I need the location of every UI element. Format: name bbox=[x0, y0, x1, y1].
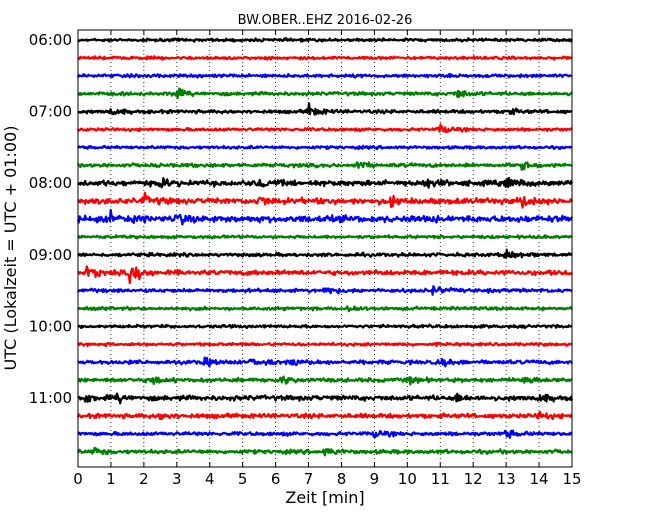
trace-1015 bbox=[77, 341, 573, 348]
x-tick-label: 0 bbox=[73, 470, 83, 488]
x-tick-label: 11 bbox=[431, 470, 450, 488]
trace-0645 bbox=[77, 87, 573, 100]
trace-0715 bbox=[77, 123, 573, 134]
x-tick-label: 15 bbox=[562, 470, 581, 488]
trace-1000 bbox=[77, 323, 573, 330]
trace-0845 bbox=[77, 234, 573, 240]
y-tick-label: 07:00 bbox=[29, 103, 72, 121]
plot-frame bbox=[77, 29, 573, 468]
x-tick-label: 13 bbox=[497, 470, 516, 488]
x-tick-label: 14 bbox=[530, 470, 549, 488]
y-tick-label: 09:00 bbox=[29, 246, 72, 264]
x-tick-label: 8 bbox=[337, 470, 347, 488]
trace-0815 bbox=[77, 191, 574, 209]
trace-0745 bbox=[76, 161, 573, 171]
trace-0945 bbox=[77, 305, 573, 313]
x-tick-label: 9 bbox=[370, 470, 380, 488]
x-tick-label: 2 bbox=[139, 470, 149, 488]
trace-1115 bbox=[76, 410, 573, 421]
x-tick-label: 12 bbox=[464, 470, 483, 488]
seismic-traces bbox=[76, 37, 574, 457]
y-tick-label: 10:00 bbox=[29, 317, 72, 335]
trace-1100 bbox=[77, 392, 574, 405]
x-tick-label: 5 bbox=[238, 470, 248, 488]
y-axis-label: UTC (Lokalzeit = UTC + 01:00) bbox=[1, 126, 20, 371]
y-tick-label: 11:00 bbox=[29, 389, 72, 407]
trace-1130 bbox=[77, 429, 573, 439]
trace-1030 bbox=[77, 356, 573, 368]
trace-0730 bbox=[77, 144, 573, 151]
x-tick-label: 1 bbox=[106, 470, 116, 488]
trace-0830 bbox=[76, 208, 574, 226]
y-tick-label: 06:00 bbox=[29, 31, 72, 49]
x-tick-label: 6 bbox=[271, 470, 281, 488]
trace-0900 bbox=[77, 248, 573, 259]
trace-0930 bbox=[77, 285, 573, 296]
chart-title: BW.OBER..EHZ 2016-02-26 bbox=[238, 13, 413, 28]
trace-0700 bbox=[77, 102, 573, 116]
x-axis-label: Zeit [min] bbox=[285, 488, 364, 507]
x-tick-label: 3 bbox=[172, 470, 182, 488]
trace-0615 bbox=[77, 55, 573, 61]
x-tick-label: 10 bbox=[398, 470, 417, 488]
trace-0915 bbox=[77, 265, 573, 285]
trace-0600 bbox=[77, 37, 574, 43]
trace-1045 bbox=[77, 375, 573, 386]
y-axis-ticks: 06:00 07:00 08:00 09:00 10:00 11:00 bbox=[29, 31, 572, 407]
x-axis-ticks: 0 1 2 3 4 5 6 7 8 9 10 11 12 13 14 15 bbox=[73, 30, 582, 488]
y-tick-label: 08:00 bbox=[29, 174, 72, 192]
trace-0630 bbox=[76, 72, 573, 79]
trace-0800 bbox=[77, 176, 574, 189]
trace-1145 bbox=[77, 446, 573, 457]
x-tick-label: 7 bbox=[304, 470, 314, 488]
x-tick-label: 4 bbox=[205, 470, 215, 488]
